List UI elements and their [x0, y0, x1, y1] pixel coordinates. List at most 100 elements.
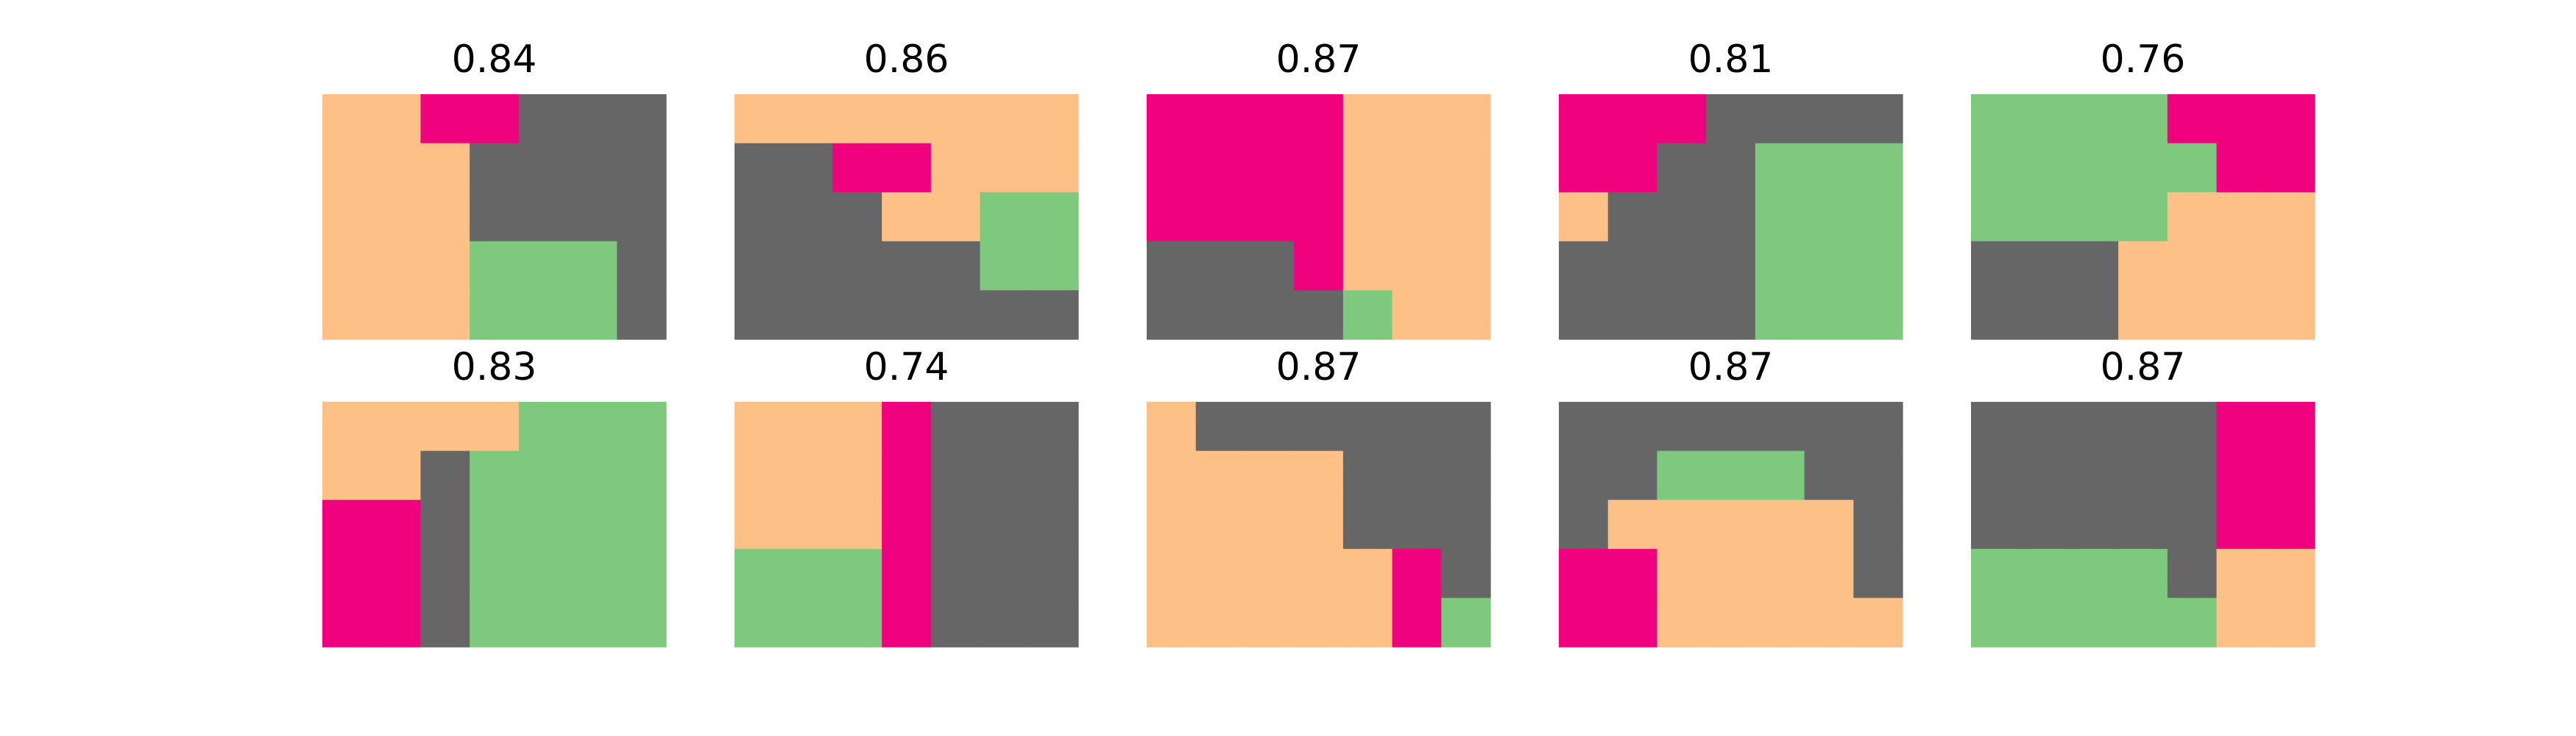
cell-4-r4-c1: [1607, 290, 1658, 340]
cell-3-r3-c1: [1195, 241, 1246, 291]
cell-10-r2-c6: [2265, 500, 2315, 550]
cell-5-r1-c2: [2069, 143, 2119, 193]
cell-3-r4-c4: [1342, 290, 1393, 340]
cell-5-r3-c3: [2118, 241, 2168, 291]
panel-title: 0.83: [452, 345, 537, 389]
cell-9-r0-c2: [1657, 402, 1707, 452]
cell-8-r0-c5: [1392, 402, 1442, 452]
cell-7-r2-c1: [783, 500, 834, 550]
cell-1-r2-c5: [567, 192, 618, 242]
cell-5-r3-c2: [2069, 241, 2119, 291]
panel-title: 0.87: [1276, 38, 1362, 82]
cell-7-r2-c4: [930, 500, 981, 550]
cell-8-r4-c1: [1195, 598, 1246, 648]
cell-1-r2-c4: [518, 192, 569, 242]
cell-6-r4-c3: [470, 598, 520, 648]
cell-10-r4-c0: [1971, 598, 2021, 648]
cell-5-r3-c0: [1971, 241, 2021, 291]
cell-3-r1-c3: [1294, 143, 1344, 193]
cell-10-r2-c4: [2167, 500, 2218, 550]
cell-1-r0-c4: [518, 94, 569, 144]
cell-2-r4-c0: [735, 290, 785, 340]
cell-5-r3-c6: [2265, 241, 2315, 291]
cell-6-r2-c2: [420, 500, 470, 550]
cell-8-r0-c3: [1294, 402, 1344, 452]
cell-7-r0-c6: [1029, 402, 1079, 452]
cell-7-r2-c6: [1029, 500, 1079, 550]
cell-5-r4-c6: [2265, 290, 2315, 340]
cell-3-r1-c1: [1195, 143, 1246, 193]
cell-4-r2-c2: [1657, 192, 1707, 242]
cell-10-r0-c6: [2265, 402, 2315, 452]
cell-2-r2-c2: [832, 192, 882, 242]
cell-3-r0-c2: [1245, 94, 1295, 144]
panel-title: 0.84: [452, 38, 537, 82]
cell-3-r4-c0: [1147, 290, 1197, 340]
cell-3-r3-c6: [1441, 241, 1491, 291]
cell-5-r4-c5: [2216, 290, 2266, 340]
cell-2-r0-c0: [735, 94, 785, 144]
cell-10-r4-c4: [2167, 598, 2218, 648]
panel-9: 0.87: [1559, 345, 1903, 648]
cell-4-r1-c1: [1607, 143, 1658, 193]
cell-8-r2-c6: [1441, 500, 1491, 550]
cell-8-r4-c5: [1392, 598, 1442, 648]
cell-9-r0-c1: [1607, 402, 1658, 452]
cell-4-r0-c5: [1804, 94, 1854, 144]
cell-1-r0-c6: [617, 94, 667, 144]
cell-3-r4-c3: [1294, 290, 1344, 340]
panel-7: 0.74: [735, 345, 1079, 648]
cell-9-r4-c5: [1804, 598, 1854, 648]
cell-2-r2-c0: [735, 192, 785, 242]
cell-9-r2-c2: [1657, 500, 1707, 550]
cell-6-r2-c0: [322, 500, 372, 550]
cell-1-r3-c6: [617, 241, 667, 291]
cell-5-r1-c1: [2020, 143, 2070, 193]
cell-2-r1-c2: [832, 143, 882, 193]
cell-7-r4-c5: [980, 598, 1030, 648]
cell-2-r0-c3: [882, 94, 932, 144]
cell-6-r1-c5: [567, 450, 618, 500]
cell-6-r3-c1: [371, 548, 422, 598]
cell-9-r0-c4: [1755, 402, 1805, 452]
cell-3-r1-c2: [1245, 143, 1295, 193]
cell-1-r1-c4: [518, 143, 569, 193]
cell-7-r1-c6: [1029, 450, 1079, 500]
cell-3-r0-c1: [1195, 94, 1246, 144]
cell-8-r0-c2: [1245, 402, 1295, 452]
cell-5-r3-c5: [2216, 241, 2266, 291]
cell-7-r2-c2: [832, 500, 882, 550]
cell-1-r4-c4: [518, 290, 569, 340]
cell-3-r2-c2: [1245, 192, 1295, 242]
cell-10-r1-c2: [2069, 450, 2119, 500]
cell-6-r0-c6: [617, 402, 667, 452]
cell-9-r2-c5: [1804, 500, 1854, 550]
cell-3-r1-c0: [1147, 143, 1197, 193]
cell-4-r2-c3: [1706, 192, 1756, 242]
cell-1-r0-c0: [322, 94, 372, 144]
panel-title: 0.81: [1688, 38, 1774, 82]
cell-6-r2-c5: [567, 500, 618, 550]
cell-10-r1-c6: [2265, 450, 2315, 500]
cell-1-r2-c0: [322, 192, 372, 242]
cell-3-r4-c6: [1441, 290, 1491, 340]
cell-2-r3-c0: [735, 241, 785, 291]
cell-6-r2-c4: [518, 500, 569, 550]
cell-10-r3-c1: [2020, 548, 2070, 598]
cell-3-r3-c4: [1342, 241, 1393, 291]
cell-2-r4-c5: [980, 290, 1030, 340]
panel-4: 0.81: [1559, 38, 1903, 340]
cell-9-r2-c4: [1755, 500, 1805, 550]
cell-7-r3-c3: [882, 548, 932, 598]
cell-5-r0-c5: [2216, 94, 2266, 144]
cell-7-r3-c5: [980, 548, 1030, 598]
cell-7-r0-c5: [980, 402, 1030, 452]
cell-9-r3-c2: [1657, 548, 1707, 598]
cell-4-r1-c6: [1853, 143, 1903, 193]
cell-5-r2-c4: [2167, 192, 2218, 242]
cell-5-r0-c3: [2118, 94, 2168, 144]
cell-7-r3-c1: [783, 548, 834, 598]
cell-10-r2-c5: [2216, 500, 2266, 550]
cell-6-r2-c3: [470, 500, 520, 550]
cell-6-r0-c5: [567, 402, 618, 452]
